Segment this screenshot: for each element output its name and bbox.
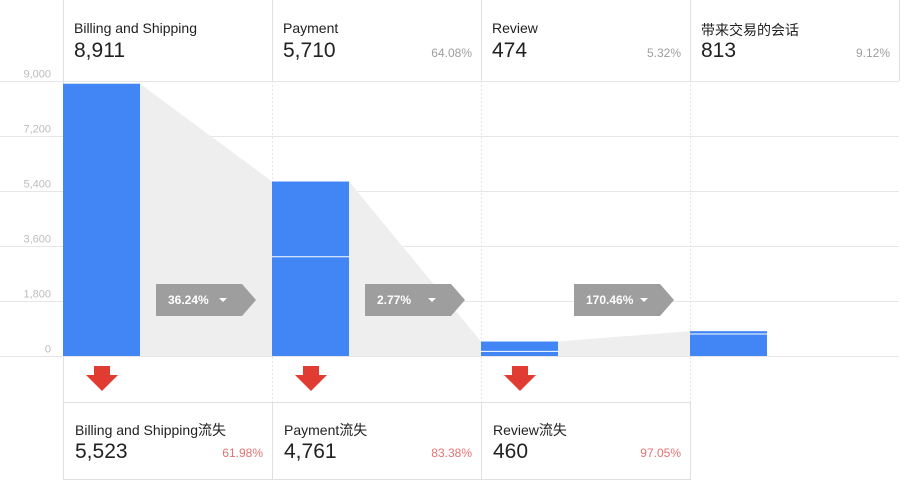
stage-value: 8,911 [74,39,125,62]
stage-value: 474 [492,39,528,62]
dropoff-name: Review流失 [493,422,567,438]
stage-name: Billing and Shipping [74,20,197,36]
y-tick-label: 9,000 [23,69,51,81]
dropoff-value: 4,761 [284,440,337,463]
dropoff-name: Billing and Shipping流失 [75,422,226,438]
transition-pill-3[interactable]: 170.46% [574,284,674,316]
pill-shape [156,284,256,316]
funnel-connector [558,331,690,356]
transition-pill-1[interactable]: 36.24% [156,284,256,316]
arrow-down-icon [86,366,118,391]
arrow-down-icon [504,366,536,391]
funnel-bar [272,181,349,356]
stage-name: Review [492,20,538,36]
funnel-bar [63,83,140,356]
dropoff-box-payment: Payment流失 4,761 83.38% [272,402,482,480]
dropoff-value: 460 [493,440,529,463]
stage-header-billing: Billing and Shipping 8,911 [63,0,272,82]
y-tick-label: 1,800 [23,289,51,301]
caret-down-icon [219,298,227,302]
stage-name: 带来交易的会话 [701,22,799,38]
funnel-bar [481,341,558,356]
stage-name: Payment [283,20,339,36]
dropoff-name: Payment流失 [284,422,368,438]
dropoff-value: 5,523 [75,440,128,463]
stage-header-payment: Payment 5,710 64.08% [272,0,481,82]
transition-pill-2[interactable]: 2.77% [365,284,465,316]
stage-percent: 64.08% [431,46,472,60]
y-tick-label: 0 [45,344,51,356]
stage-value: 813 [701,39,737,62]
dropoff-box-billing: Billing and Shipping流失 5,523 61.98% [63,402,273,480]
y-tick-label: 7,200 [23,124,51,136]
transition-percent: 36.24% [168,293,209,307]
pill-shape [574,284,674,316]
pill-shape [365,284,465,316]
dropoff-percent: 61.98% [222,446,263,460]
stage-value: 5,710 [283,39,336,62]
dropoff-percent: 97.05% [640,446,681,460]
funnel-connector [349,181,481,356]
y-tick-label: 3,600 [23,234,51,246]
caret-down-icon [640,298,648,302]
transition-percent: 170.46% [586,293,634,307]
stage-percent: 5.32% [646,46,681,60]
caret-down-icon [428,298,436,302]
stage-percent: 9.12% [855,46,890,60]
transition-percent: 2.77% [377,293,412,307]
stage-header-conversions: 带来交易的会话 813 9.12% [690,0,899,82]
arrow-down-icon [295,366,327,391]
funnel-bar [690,331,767,356]
dropoff-box-review: Review流失 460 97.05% [481,402,691,480]
y-tick-label: 5,400 [23,179,51,191]
dropoff-percent: 83.38% [431,446,472,460]
stage-header-review: Review 474 5.32% [481,0,690,82]
